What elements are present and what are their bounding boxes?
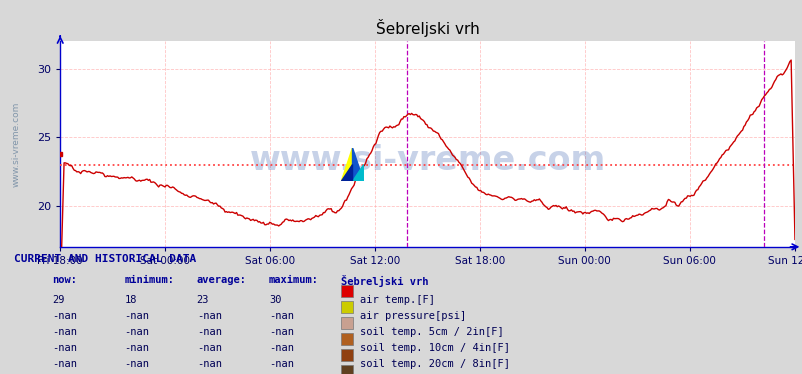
Polygon shape: [341, 148, 352, 181]
Text: now:: now:: [52, 275, 77, 285]
Text: -nan: -nan: [269, 311, 294, 321]
Text: -nan: -nan: [269, 327, 294, 337]
Polygon shape: [352, 165, 363, 181]
Text: -nan: -nan: [124, 327, 149, 337]
Text: www.si-vreme.com: www.si-vreme.com: [249, 144, 605, 177]
Text: 23: 23: [196, 295, 209, 305]
Text: -nan: -nan: [52, 327, 77, 337]
Text: -nan: -nan: [269, 343, 294, 353]
Bar: [341, 365, 353, 374]
Text: -nan: -nan: [52, 311, 77, 321]
Text: soil temp. 20cm / 8in[F]: soil temp. 20cm / 8in[F]: [359, 359, 509, 369]
Text: soil temp. 10cm / 4in[F]: soil temp. 10cm / 4in[F]: [359, 343, 509, 353]
Bar: [341, 285, 353, 297]
Text: 30: 30: [269, 295, 282, 305]
Text: -nan: -nan: [196, 343, 221, 353]
Text: minimum:: minimum:: [124, 275, 174, 285]
Text: -nan: -nan: [52, 359, 77, 369]
Text: Šebreljski vrh: Šebreljski vrh: [341, 275, 428, 287]
Text: 29: 29: [52, 295, 65, 305]
Text: -nan: -nan: [124, 343, 149, 353]
Text: air temp.[F]: air temp.[F]: [359, 295, 434, 305]
Text: -nan: -nan: [52, 343, 77, 353]
Text: 18: 18: [124, 295, 137, 305]
Text: average:: average:: [196, 275, 246, 285]
Text: air pressure[psi]: air pressure[psi]: [359, 311, 465, 321]
Bar: [341, 349, 353, 361]
Text: www.si-vreme.com: www.si-vreme.com: [11, 101, 21, 187]
Text: maximum:: maximum:: [269, 275, 318, 285]
Text: -nan: -nan: [196, 311, 221, 321]
Text: CURRENT AND HISTORICAL DATA: CURRENT AND HISTORICAL DATA: [14, 254, 196, 264]
Title: Šebreljski vrh: Šebreljski vrh: [375, 19, 479, 37]
Text: -nan: -nan: [124, 359, 149, 369]
Text: -nan: -nan: [269, 359, 294, 369]
Bar: [341, 317, 353, 329]
Text: -nan: -nan: [196, 327, 221, 337]
Polygon shape: [352, 148, 363, 181]
Text: -nan: -nan: [196, 359, 221, 369]
Polygon shape: [341, 165, 352, 181]
Text: -nan: -nan: [124, 311, 149, 321]
Text: soil temp. 5cm / 2in[F]: soil temp. 5cm / 2in[F]: [359, 327, 503, 337]
Bar: [341, 332, 353, 345]
Bar: [341, 301, 353, 313]
